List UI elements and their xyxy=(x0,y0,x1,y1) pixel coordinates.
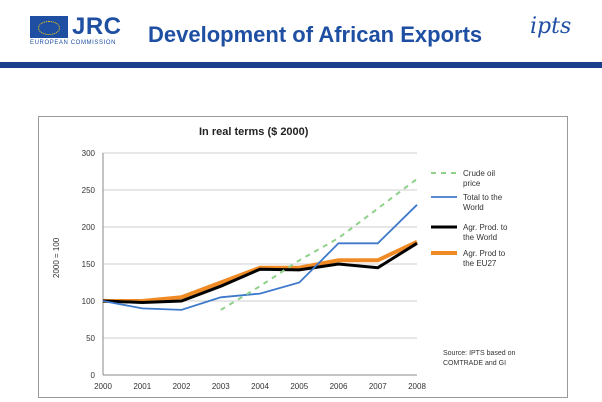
y-tick-label: 150 xyxy=(82,260,96,269)
x-tick-label: 2006 xyxy=(330,382,348,391)
legend-label: Agr. Prod to the EU27 xyxy=(463,249,506,268)
x-tick-label: 2002 xyxy=(173,382,191,391)
y-tick-label: 200 xyxy=(82,223,96,232)
y-axis-label: 2000 = 100 xyxy=(52,237,61,278)
line-chart: In real terms ($ 2000) 2000 = 100 0 50 100… xyxy=(52,126,515,391)
series-line-1 xyxy=(102,204,418,311)
chart-title: In real terms ($ 2000) xyxy=(199,126,309,138)
slide-header: JRC EUROPEAN COMMISSION Development of A… xyxy=(0,0,602,70)
y-tick-label: 250 xyxy=(82,186,96,195)
eu-flag-icon xyxy=(30,16,68,38)
legend-label: Agr. Prod. to the World xyxy=(463,223,508,242)
chart-frame: In real terms ($ 2000) 2000 = 100 0 50 100… xyxy=(38,116,568,398)
series-line-0 xyxy=(220,178,418,311)
series-line-2 xyxy=(102,242,418,305)
y-tick-label: 300 xyxy=(82,149,96,158)
y-tick-label: 0 xyxy=(91,371,96,380)
x-tick-label: 2007 xyxy=(369,382,387,391)
legend-label: Total to the World xyxy=(463,193,503,212)
y-tick-label: 100 xyxy=(82,297,96,306)
y-tick-label: 50 xyxy=(86,334,95,343)
jrc-logo-subtext: EUROPEAN COMMISSION xyxy=(30,40,117,46)
series-line-3 xyxy=(103,239,418,303)
ipts-logo: ipts xyxy=(530,14,572,39)
x-tick-label: 2003 xyxy=(212,382,230,391)
x-tick-label: 2005 xyxy=(290,382,308,391)
x-tick-label: 2001 xyxy=(133,382,151,391)
legend-label: Crude oil price xyxy=(463,169,495,188)
header-bar xyxy=(0,62,602,68)
x-tick-label: 2000 xyxy=(94,382,112,391)
x-tick-label: 2004 xyxy=(251,382,269,391)
jrc-logo: JRC xyxy=(30,13,122,50)
jrc-logo-text: JRC xyxy=(72,13,122,40)
slide-title: Development of African Exports xyxy=(148,22,483,47)
source-note: Source: IPTS based on COMTRADE and GI xyxy=(443,350,515,367)
x-tick-label: 2008 xyxy=(408,382,426,391)
